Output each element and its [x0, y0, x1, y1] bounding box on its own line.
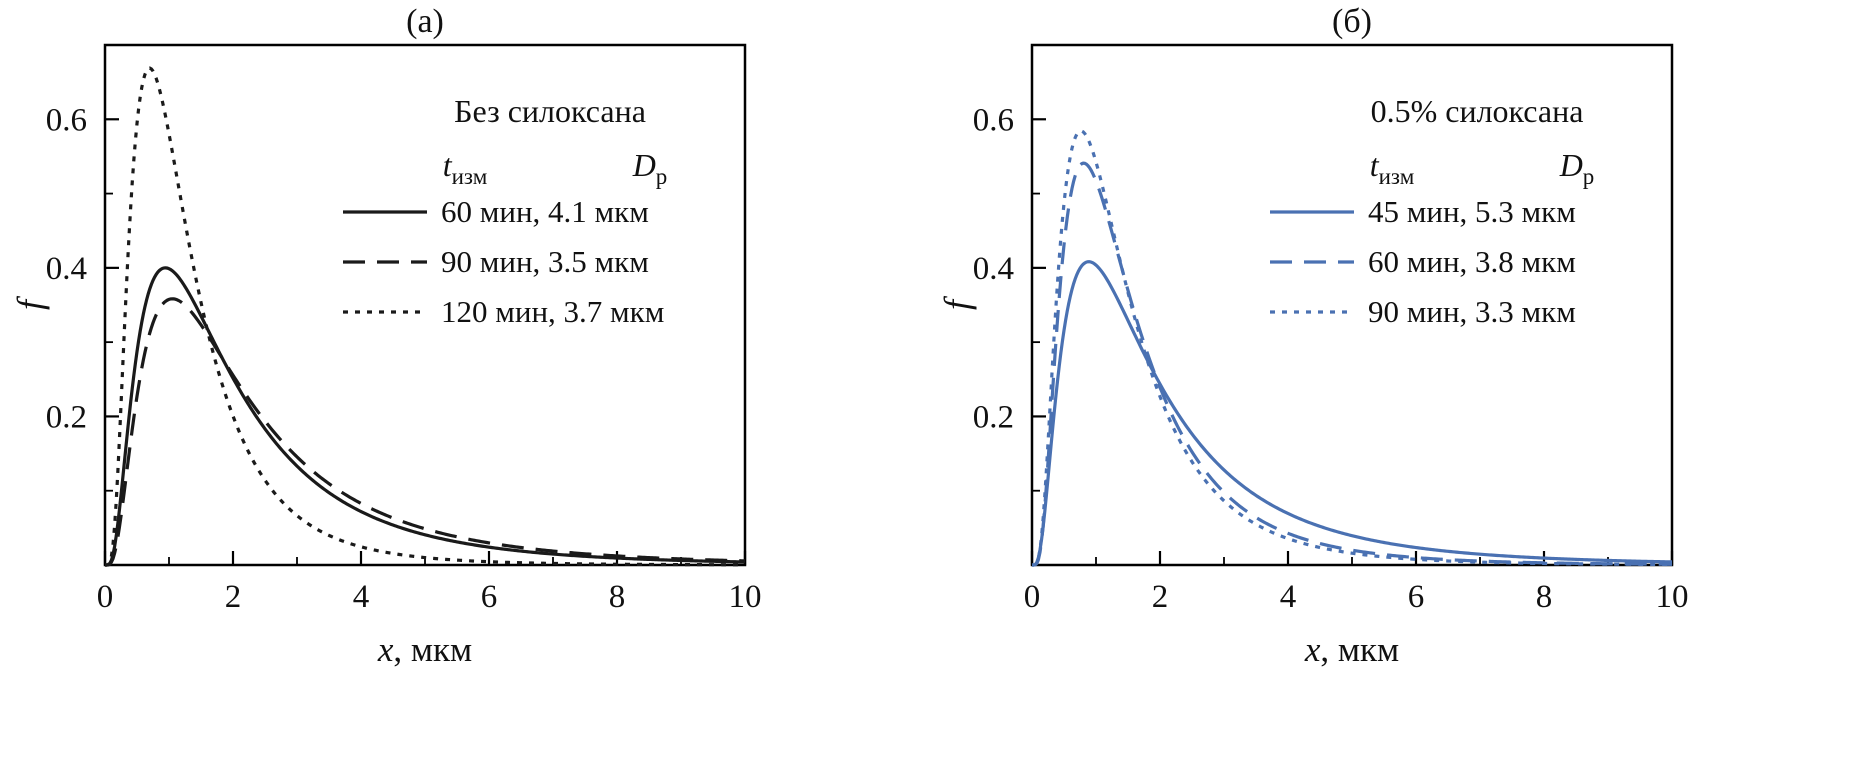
x-axis-label: x, мкм: [377, 630, 472, 669]
legend-col1-header: tизм: [1370, 147, 1415, 189]
x-tick-label: 8: [609, 579, 626, 615]
y-tick-label: 0.6: [46, 102, 87, 138]
series-curve-2: [105, 66, 745, 567]
y-axis-label: f: [937, 295, 977, 310]
legend-series-label-0: 60 мин, 4.1 мкм: [441, 194, 649, 229]
series-curve-1: [1032, 161, 1673, 567]
series-curve-0: [1031, 260, 1673, 567]
x-tick-label: 6: [481, 579, 498, 615]
legend-series-label-0: 45 мин, 5.3 мкм: [1368, 194, 1576, 229]
legend-title: 0.5% силоксана: [1371, 93, 1584, 129]
legend-title: Без силоксана: [454, 93, 646, 129]
series-curve-1: [105, 297, 746, 567]
x-tick-label: 2: [225, 579, 242, 615]
y-tick-label: 0.4: [973, 251, 1014, 287]
y-axis-label: f: [10, 295, 50, 310]
y-tick-label: 0.4: [46, 251, 87, 287]
x-tick-label: 4: [353, 579, 370, 615]
x-tick-label: 4: [1280, 579, 1297, 615]
chart-panel-a: (а) 0 2 4 6 8 10 0.2 0.4 0.6 x, мкм f Без силоксана t…: [0, 0, 927, 778]
x-tick-label: 10: [1656, 579, 1689, 615]
chart-svg: (б) 0 2 4 6 8 10 0.2 0.4 0.6 x, мкм f 0.5% силоксана…: [937, 3, 1689, 669]
x-tick-label: 2: [1152, 579, 1169, 615]
x-tick-label: 0: [97, 579, 114, 615]
x-tick-label: 8: [1536, 579, 1553, 615]
legend-series-label-1: 60 мин, 3.8 мкм: [1368, 244, 1576, 279]
panel-label: (а): [406, 3, 444, 40]
series-curve-2: [1032, 129, 1672, 567]
chart-panel-b: (б) 0 2 4 6 8 10 0.2 0.4 0.6 x, мкм f 0.5% силоксана…: [927, 0, 1854, 778]
legend-col2-header: Dp: [632, 147, 668, 189]
legend-col1-header: tизм: [443, 147, 488, 189]
y-tick-label: 0.2: [46, 399, 87, 435]
panel-label: (б): [1332, 3, 1372, 40]
x-tick-label: 0: [1024, 579, 1041, 615]
y-tick-label: 0.2: [973, 399, 1014, 435]
x-tick-label: 6: [1408, 579, 1425, 615]
legend-col2-header: Dp: [1559, 147, 1595, 189]
legend-series-label-1: 90 мин, 3.5 мкм: [441, 244, 649, 279]
chart-svg: (а) 0 2 4 6 8 10 0.2 0.4 0.6 x, мкм f Без силоксана t…: [10, 3, 762, 669]
series-curve-0: [104, 266, 746, 567]
legend-series-label-2: 90 мин, 3.3 мкм: [1368, 294, 1576, 329]
y-tick-label: 0.6: [973, 102, 1014, 138]
legend-series-label-2: 120 мин, 3.7 мкм: [441, 294, 664, 329]
x-axis-label: x, мкм: [1304, 630, 1399, 669]
x-tick-label: 10: [729, 579, 762, 615]
